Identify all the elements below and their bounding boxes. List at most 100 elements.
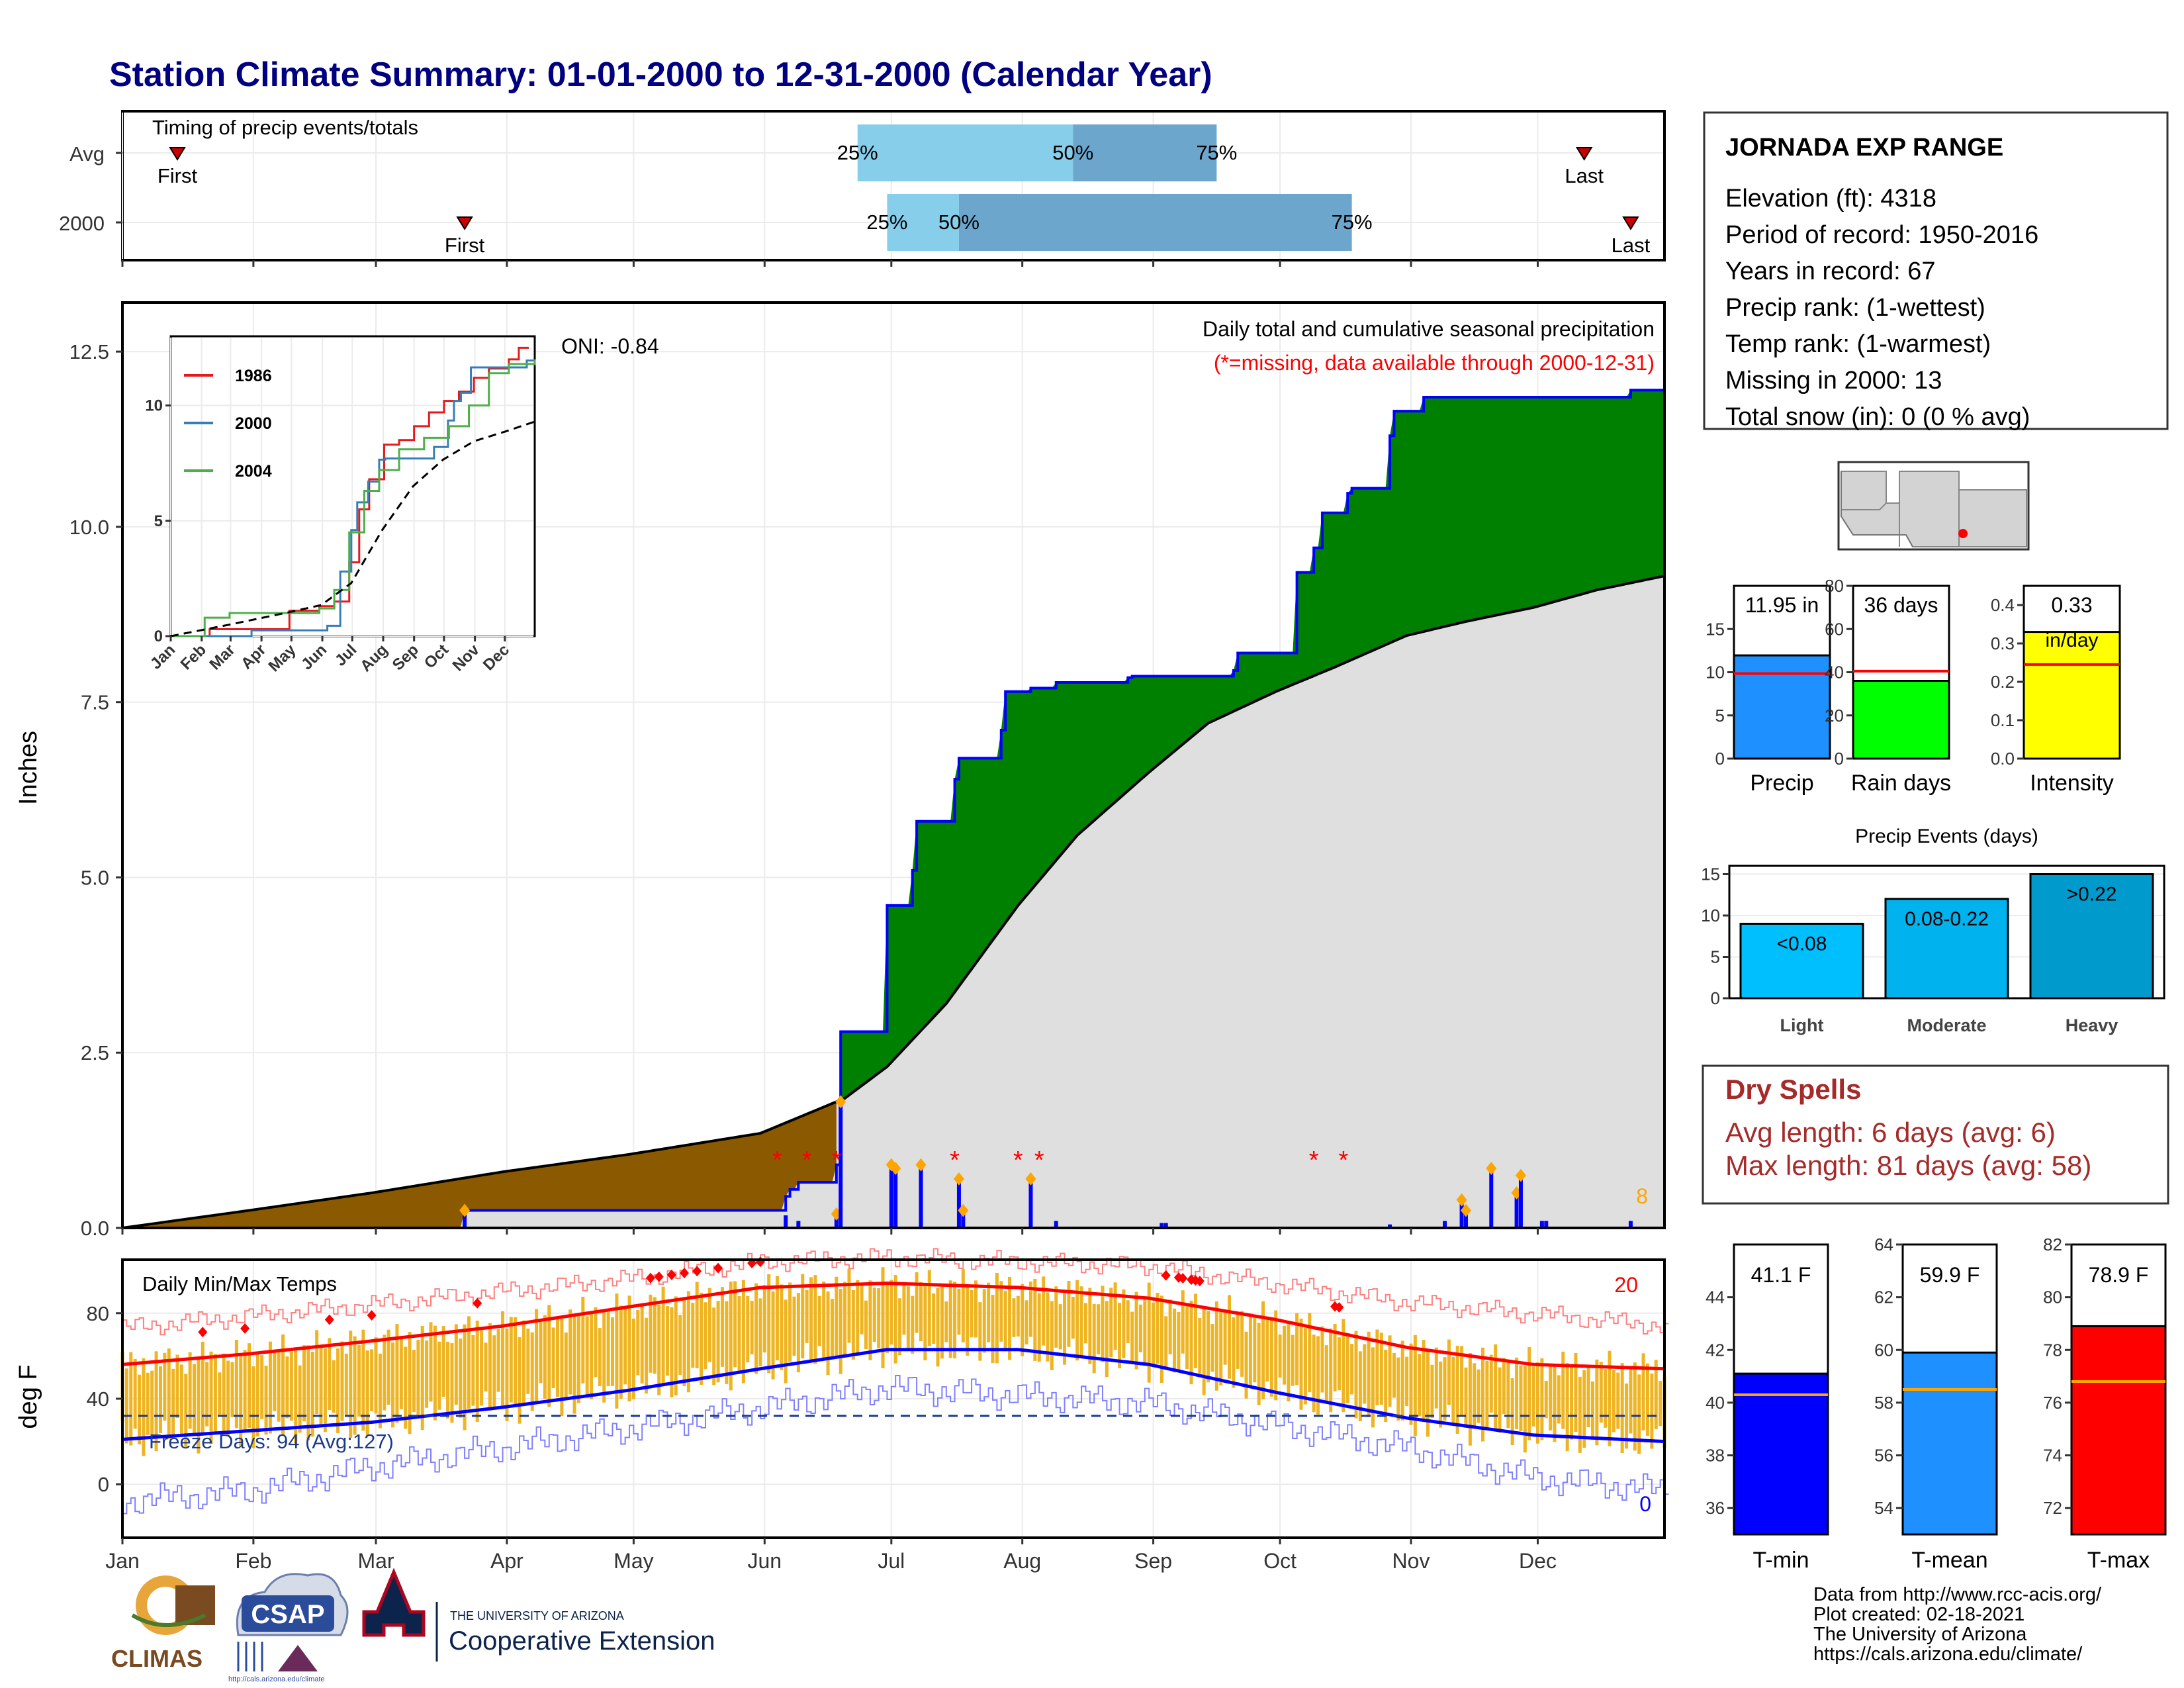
record-high-marker xyxy=(1161,1270,1171,1281)
daily-temp-bar xyxy=(1033,1278,1037,1361)
daily-temp-bar xyxy=(932,1293,936,1344)
daily-temp-bar xyxy=(919,1282,923,1342)
daily-temp-bar xyxy=(459,1338,463,1418)
dry-spells-box: Dry Spells Avg length: 6 days (avg: 6) M… xyxy=(1702,1064,2169,1205)
daily-precip-bar xyxy=(1489,1168,1494,1228)
rain_days-axis-label: Rain days xyxy=(1851,771,1951,796)
tmin-bar xyxy=(1733,1372,1829,1536)
daily-temp-bar xyxy=(129,1352,133,1446)
event-category-label: Light xyxy=(1780,1015,1824,1035)
daily-precip-bar xyxy=(956,1178,961,1228)
rain_days-y-tick-label: 40 xyxy=(1825,663,1844,682)
tmin-y-tick-label: 36 xyxy=(1706,1498,1725,1518)
heavy-day-marker xyxy=(958,1203,969,1217)
daily-temp-bar xyxy=(1071,1297,1075,1339)
info-line: Missing in 2000: 13 xyxy=(1725,367,1942,395)
daily-temp-bar xyxy=(725,1301,729,1384)
daily-temp-bar xyxy=(1236,1313,1240,1369)
temperature-panel: 0 40 80 deg F Daily Min/Max Temps 20 0 Fre… xyxy=(15,1248,1669,1573)
missing-day-marker: * xyxy=(1013,1147,1023,1174)
daily-temp-bar xyxy=(251,1366,255,1448)
month-tick-label: Jul xyxy=(878,1549,905,1573)
daily-temp-bar xyxy=(936,1288,940,1367)
footer-line: Plot created: 02-18-2021 xyxy=(1813,1604,2025,1625)
daily-temp-bar xyxy=(733,1281,737,1368)
freeze-days-label: Freeze Days: 94 (Avg:127) xyxy=(149,1430,394,1453)
daily-temp-bar xyxy=(741,1280,745,1383)
inset-y-tick-label: 5 xyxy=(154,512,163,530)
heavy-day-marker xyxy=(1486,1161,1497,1175)
event-bar-light xyxy=(1739,923,1864,1000)
daily-temp-bar xyxy=(1553,1366,1557,1442)
daily-temp-bar xyxy=(1595,1359,1599,1446)
first-event-label: First xyxy=(445,234,485,257)
daily-temp-bar xyxy=(484,1342,488,1392)
dry-spells-title: Dry Spells xyxy=(1725,1074,1861,1105)
daily-temp-bar xyxy=(480,1330,484,1406)
daily-temp-bar xyxy=(1308,1313,1312,1393)
tmean-y-tick-label: 58 xyxy=(1874,1393,1893,1413)
daily-temp-bar xyxy=(1181,1290,1185,1354)
daily-temp-bar xyxy=(1202,1307,1206,1395)
daily-temp-bar xyxy=(1003,1291,1007,1352)
quartile-label-25: 25% xyxy=(837,141,878,164)
daily-temp-bar xyxy=(1278,1335,1282,1378)
daily-temp-bar xyxy=(856,1280,860,1355)
daily-temp-bar xyxy=(1570,1365,1574,1440)
daily-temp-bar xyxy=(649,1294,653,1373)
daily-temp-bar xyxy=(585,1316,589,1398)
temp-y-tick-label: 40 xyxy=(87,1387,109,1411)
daily-temp-bar xyxy=(995,1272,999,1364)
timing-row-avg: Avg xyxy=(69,142,105,165)
daily-temp-bar xyxy=(801,1274,805,1359)
precip-y-tick-label: 2.5 xyxy=(81,1041,109,1064)
daily-temp-bar xyxy=(1152,1302,1156,1366)
daily-temp-bar xyxy=(454,1324,458,1405)
record-high-line xyxy=(122,1248,1669,1336)
event-bar-heavy xyxy=(2029,873,2154,1000)
daily-temp-bar xyxy=(150,1370,154,1436)
tmin-axis-label: T-min xyxy=(1753,1548,1809,1573)
daily-temp-bar xyxy=(780,1284,784,1370)
daily-temp-bar xyxy=(1506,1362,1510,1429)
daily-temp-bar xyxy=(784,1299,788,1383)
daily-precip-bar xyxy=(1518,1175,1523,1228)
daily-temp-bar xyxy=(1113,1282,1117,1350)
daily-temp-bar xyxy=(1168,1299,1172,1354)
daily-temp-bar xyxy=(310,1351,314,1437)
daily-temp-bar xyxy=(1379,1333,1383,1405)
daily-temp-bar xyxy=(1118,1303,1122,1368)
daily-temp-bar xyxy=(1046,1292,1050,1362)
daily-temp-bar xyxy=(146,1372,150,1435)
daily-temp-bar xyxy=(1494,1344,1498,1430)
precip-bar xyxy=(1733,654,1831,760)
daily-temp-bar xyxy=(429,1322,433,1402)
daily-temp-bar xyxy=(340,1341,344,1421)
below-average-area xyxy=(126,1102,837,1228)
daily-temp-bar xyxy=(898,1298,902,1356)
climas-logo: CLIMAS xyxy=(111,1575,215,1672)
daily-temp-bar xyxy=(222,1353,226,1431)
daily-temp-bar xyxy=(374,1337,378,1414)
daily-temp-bar xyxy=(408,1332,412,1434)
daily-temp-bar xyxy=(1599,1362,1603,1423)
daily-temp-bar xyxy=(1422,1340,1426,1421)
timing-panel: Timing of precip events/totals Avg 2000 … xyxy=(59,110,1666,267)
daily-temp-bar xyxy=(239,1355,243,1447)
rain_days-y-tick-label: 60 xyxy=(1825,619,1844,639)
daily-temp-bar xyxy=(387,1329,390,1405)
daily-temp-bar xyxy=(1198,1317,1202,1374)
quartile-label-75: 75% xyxy=(1196,141,1237,164)
daily-temp-bar xyxy=(197,1356,201,1454)
daily-temp-bar xyxy=(686,1291,690,1393)
daily-precip-bar xyxy=(893,1168,898,1228)
daily-temp-bar xyxy=(260,1355,264,1419)
inset-y-tick-label: 10 xyxy=(145,397,163,415)
daily-temp-bar xyxy=(1130,1311,1134,1364)
daily-temp-bar xyxy=(729,1281,733,1391)
daily-precip-bar xyxy=(796,1221,801,1228)
tmean-value-label: 59.9 F xyxy=(1920,1263,1980,1287)
daily-temp-bar xyxy=(1447,1339,1451,1405)
daily-temp-bar xyxy=(1122,1289,1126,1358)
